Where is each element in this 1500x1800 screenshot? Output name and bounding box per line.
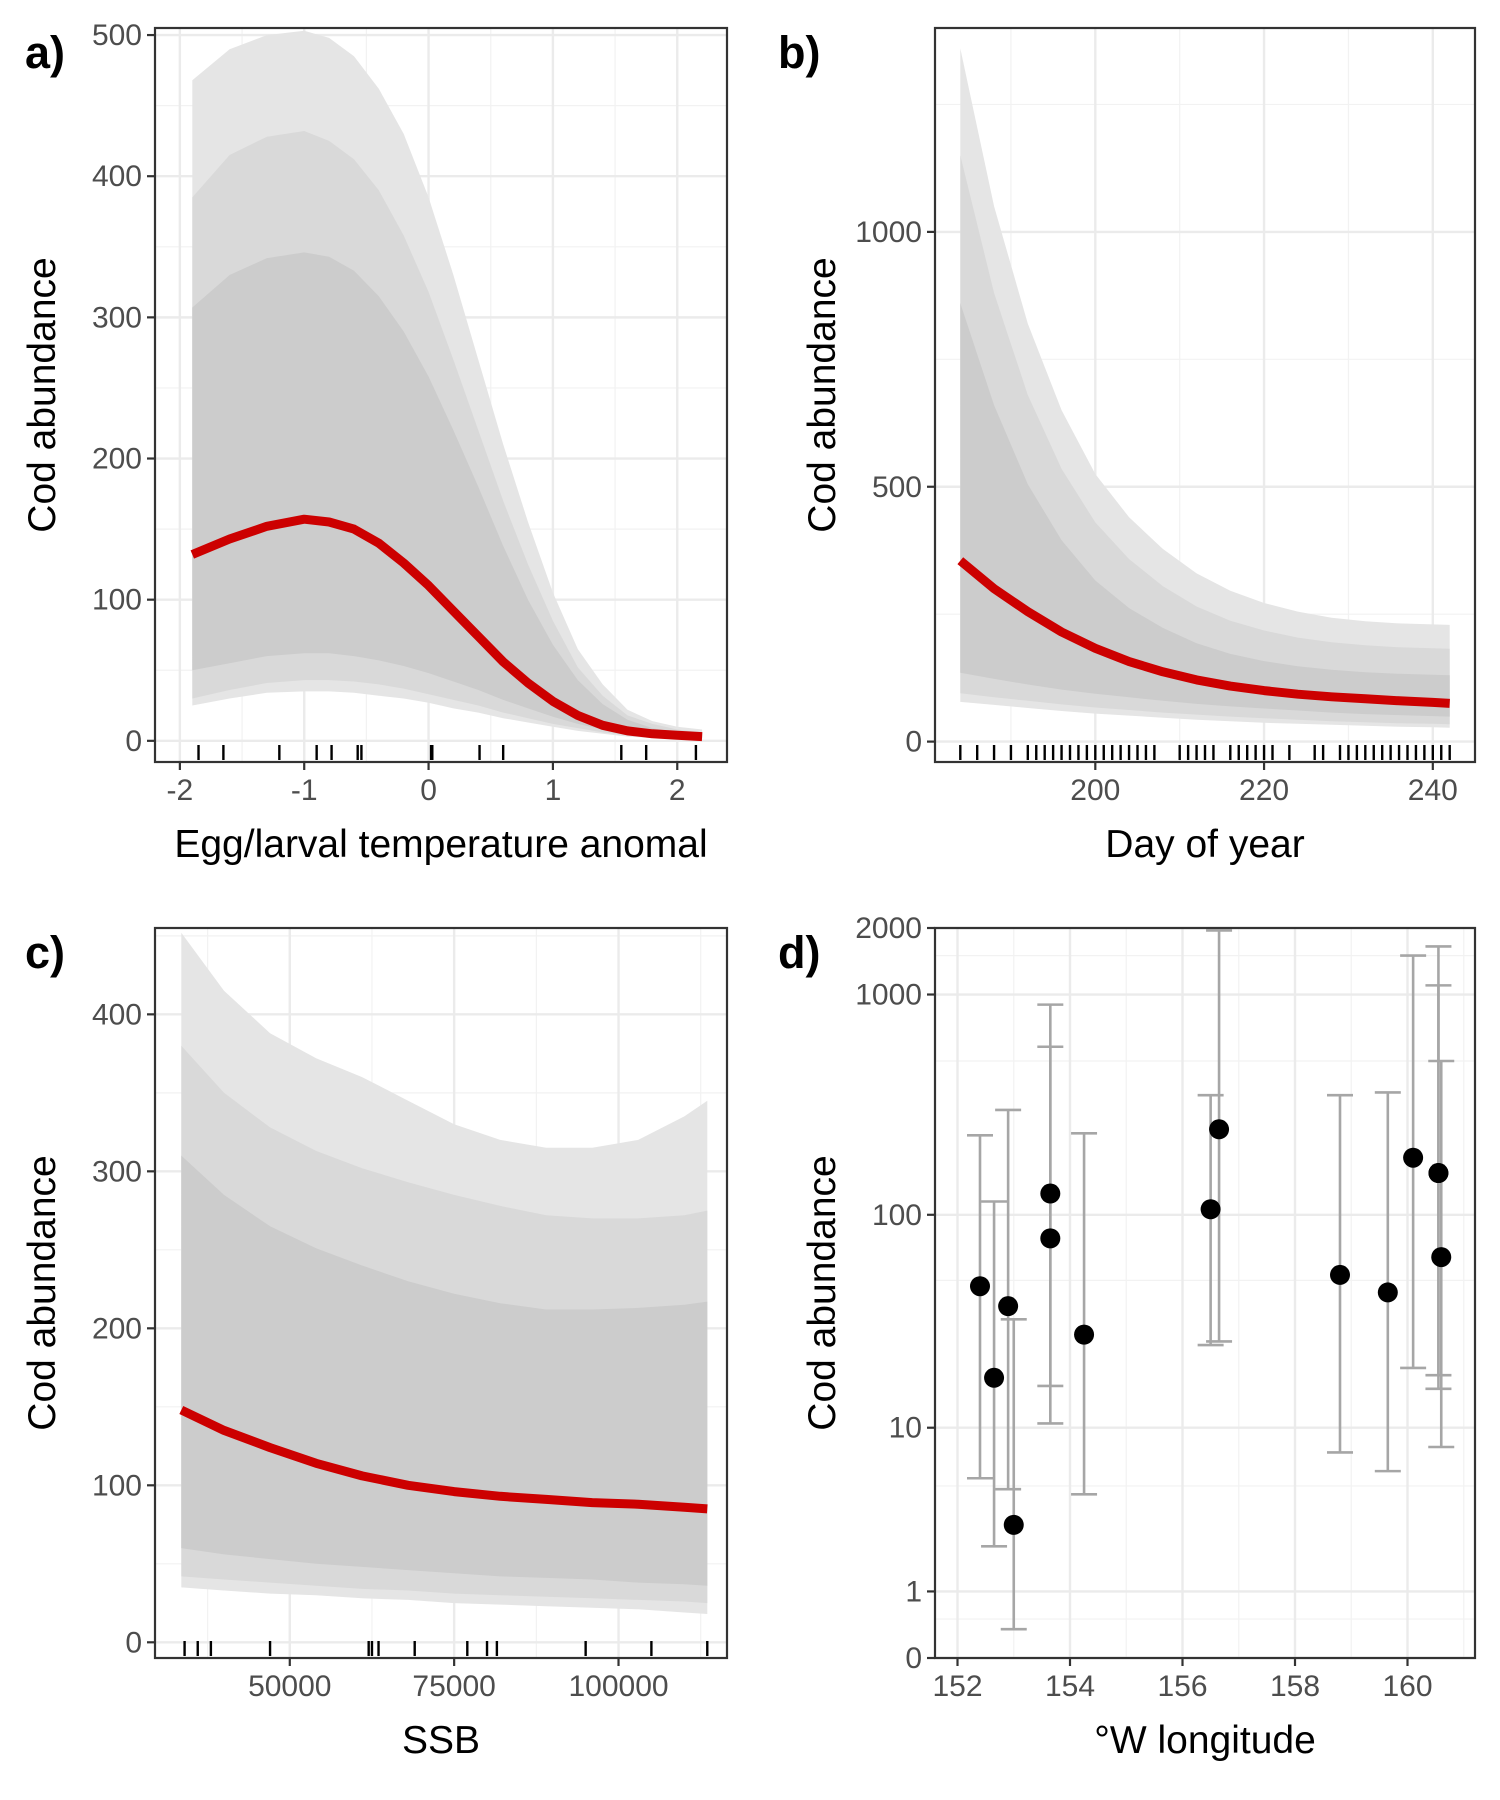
ci-band-inner	[192, 252, 703, 738]
error-bar	[1000, 1318, 1027, 1631]
y-tick-label: 100	[92, 584, 142, 617]
x-axis-title: Day of year	[1105, 823, 1304, 866]
data-point	[1209, 1119, 1230, 1140]
data-point	[984, 1367, 1005, 1388]
data-point	[1403, 1147, 1424, 1168]
panel-c: 50000 75000 100000 0 100 200 300 400 SSB Cod abun…	[21, 926, 729, 1762]
y-tick-label: 300	[92, 301, 142, 334]
panel-tag: c)	[25, 927, 65, 978]
y-axis-title: Cod abundance	[801, 257, 844, 532]
data-point	[1200, 1199, 1221, 1220]
y-axis-title: Cod abundance	[801, 1155, 844, 1430]
y-tick-label: 10	[889, 1412, 922, 1445]
y-axis-title: Cod abundance	[21, 1155, 64, 1430]
y-tick-label: 0	[125, 725, 142, 758]
y-tick-label: 400	[92, 998, 142, 1031]
panel-b: 200 220 240 0 500 1000 Day of year Cod abundanc…	[778, 26, 1477, 866]
y-tick-label: 1000	[855, 216, 922, 249]
data-point	[998, 1296, 1019, 1317]
x-tick-label: 1	[545, 774, 562, 807]
panel-border	[153, 26, 729, 764]
panel-d: 152 154 156 158 160 0 1 10 100 1000 2000 °W longitu…	[778, 912, 1477, 1762]
data-point	[1330, 1264, 1350, 1285]
x-tick-label: -1	[291, 774, 318, 807]
data-point	[1040, 1228, 1061, 1249]
y-axis-title: Cod abundance	[21, 257, 64, 532]
fit-line	[190, 514, 703, 742]
y-tick-label: 200	[92, 1312, 142, 1345]
x-tick-label: 200	[1070, 774, 1120, 807]
panel-tag: b)	[778, 27, 820, 78]
x-axis-title: SSB	[402, 1719, 480, 1762]
data-point	[970, 1276, 990, 1297]
x-axis-title: Egg/larval temperature anomal	[174, 823, 707, 866]
x-tick-label: 240	[1408, 774, 1458, 807]
x-tick-label: 160	[1382, 1670, 1432, 1703]
panel-border	[933, 26, 1477, 764]
ci-band-inner	[960, 303, 1450, 717]
y-tick-label: 500	[872, 471, 922, 504]
ci-band-inner	[181, 1155, 708, 1586]
x-tick-label: 75000	[412, 1670, 495, 1703]
y-tick-label: 500	[92, 19, 142, 52]
x-tick-label: 158	[1270, 1670, 1320, 1703]
error-bar	[967, 1134, 993, 1480]
panel-border	[153, 926, 729, 1660]
x-tick-label: 152	[932, 1670, 982, 1703]
x-tick-label: 154	[1045, 1670, 1095, 1703]
y-tick-label: 100	[872, 1199, 922, 1232]
x-tick-label: 2	[669, 774, 686, 807]
data-point	[1377, 1282, 1398, 1303]
x-tick-label: 156	[1157, 1670, 1207, 1703]
data-point	[1431, 1247, 1452, 1268]
plot-area	[967, 929, 1455, 1631]
x-tick-label: 50000	[248, 1670, 331, 1703]
y-tick-label: 0	[905, 726, 922, 759]
data-point	[1003, 1514, 1024, 1535]
data-point	[1428, 1163, 1449, 1184]
error-bar	[1071, 1131, 1098, 1496]
data-point	[1074, 1324, 1095, 1345]
fit-line	[179, 1405, 708, 1514]
y-tick-label: 300	[92, 1155, 142, 1188]
data-point	[1040, 1183, 1061, 1204]
y-tick-label: 100	[92, 1469, 142, 1502]
fit-line	[957, 557, 1450, 708]
y-tick-label: 2000	[855, 912, 922, 945]
y-tick-label: 0	[905, 1642, 922, 1675]
panel-tag: d)	[778, 927, 820, 978]
error-bar	[1374, 1091, 1401, 1473]
y-tick-label: 400	[92, 160, 142, 193]
y-tick-label: 200	[92, 443, 142, 476]
y-tick-label: 1000	[855, 979, 922, 1012]
plot-area	[957, 48, 1451, 760]
x-axis-title: °W longitude	[1094, 1719, 1316, 1762]
panel-border	[933, 926, 1477, 1660]
x-tick-label: 100000	[568, 1670, 668, 1703]
plot-area	[190, 30, 703, 760]
x-tick-label: 0	[420, 774, 437, 807]
panel-tag: a)	[25, 27, 65, 78]
panel-a: -2 -1 0 1 2 0 100 200 300 400 500 Egg/larval temper…	[21, 19, 729, 866]
x-tick-label: 220	[1239, 774, 1289, 807]
y-tick-label: 0	[125, 1626, 142, 1659]
x-tick-label: -2	[167, 774, 194, 807]
y-tick-label: 1	[905, 1575, 922, 1608]
plot-area	[179, 932, 709, 1656]
